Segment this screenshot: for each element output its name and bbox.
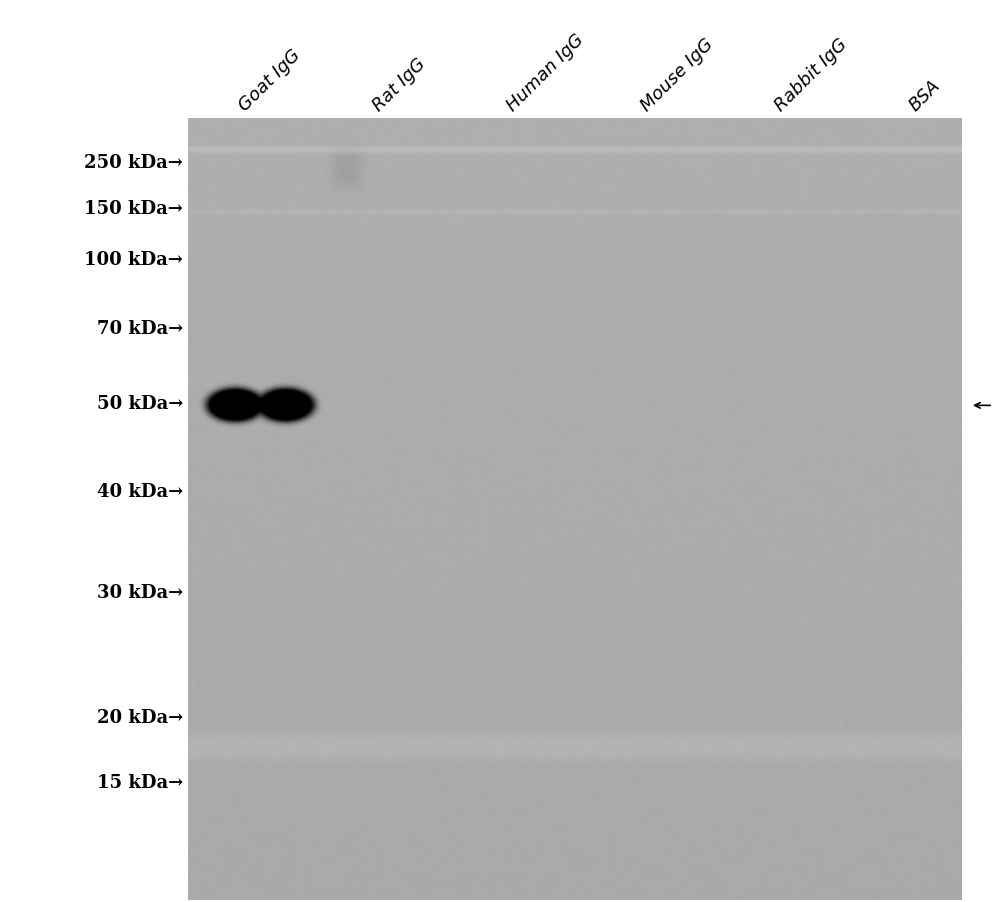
- Text: 40 kDa→: 40 kDa→: [97, 483, 183, 501]
- Text: Goat IgG: Goat IgG: [235, 46, 304, 115]
- Text: 50 kDa→: 50 kDa→: [97, 394, 183, 412]
- Text: Rat IgG: Rat IgG: [369, 55, 429, 115]
- Text: Mouse IgG: Mouse IgG: [637, 35, 717, 115]
- Text: BSA: BSA: [905, 77, 944, 115]
- Text: 70 kDa→: 70 kDa→: [97, 319, 183, 337]
- Text: 150 kDa→: 150 kDa→: [84, 200, 183, 218]
- Text: Human IgG: Human IgG: [503, 31, 588, 115]
- Text: 30 kDa→: 30 kDa→: [97, 584, 183, 602]
- Text: Rabbit IgG: Rabbit IgG: [771, 35, 851, 115]
- Text: 250 kDa→: 250 kDa→: [84, 153, 183, 171]
- Text: 15 kDa→: 15 kDa→: [97, 773, 183, 791]
- Text: 100 kDa→: 100 kDa→: [84, 251, 183, 269]
- Text: 20 kDa→: 20 kDa→: [97, 708, 183, 726]
